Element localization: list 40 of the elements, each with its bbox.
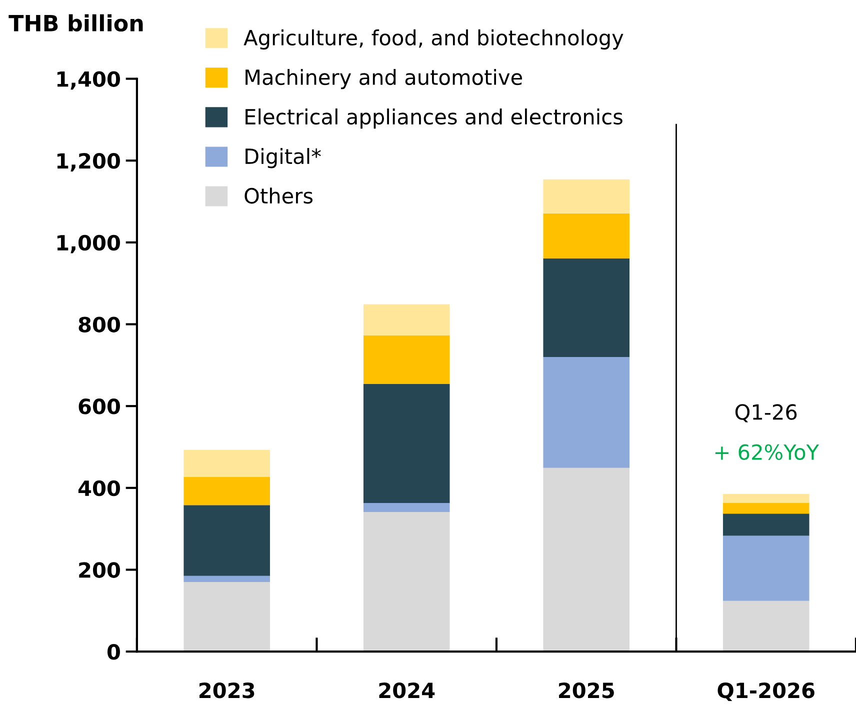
x-tick-label: Q1-2026: [718, 682, 814, 701]
bar: [543, 356, 630, 468]
y-tick-label: 1,200: [57, 153, 120, 172]
bar: [543, 213, 630, 258]
bar: [184, 582, 270, 652]
y-tick-label: 400: [78, 480, 120, 496]
bar: [363, 384, 450, 504]
annotation: + 62%YoY: [715, 444, 820, 460]
bar: [363, 512, 450, 652]
annotation: Q1-26: [735, 404, 797, 422]
x-tick-label: 2025: [559, 682, 614, 698]
bar: [722, 600, 810, 652]
bar: [363, 304, 450, 336]
legend-label: Agriculture, food, and biotechnology: [244, 29, 624, 50]
bar: [722, 503, 810, 514]
x-tick-label: 2023: [199, 682, 254, 698]
bar: [722, 536, 810, 601]
legend-label: Digital*: [246, 148, 321, 168]
y-tick-label: 600: [78, 398, 120, 414]
bar: [184, 476, 270, 506]
bar: [363, 503, 450, 512]
x-tick-label: 2024: [379, 682, 435, 698]
y-tick-label: 1,000: [57, 234, 120, 254]
bar: [722, 494, 810, 504]
y-tick-label: 1,400: [57, 71, 120, 90]
bar: [184, 576, 270, 582]
legend-label: Machinery and automotive: [246, 68, 522, 90]
bar: [363, 335, 450, 384]
bar: [184, 505, 270, 576]
y-tick-label: 800: [78, 316, 120, 332]
legend-label: Others: [244, 188, 313, 204]
bar: [722, 514, 810, 536]
y-tick-label: 200: [79, 562, 120, 578]
y-tick-label: 0: [107, 644, 120, 660]
bar: [543, 468, 630, 652]
bar: [543, 258, 630, 357]
bar: [543, 179, 630, 214]
bar: [184, 450, 270, 477]
legend-label: Electrical appliances and electronics: [246, 108, 622, 129]
y-axis-title: THB billion: [8, 14, 143, 32]
